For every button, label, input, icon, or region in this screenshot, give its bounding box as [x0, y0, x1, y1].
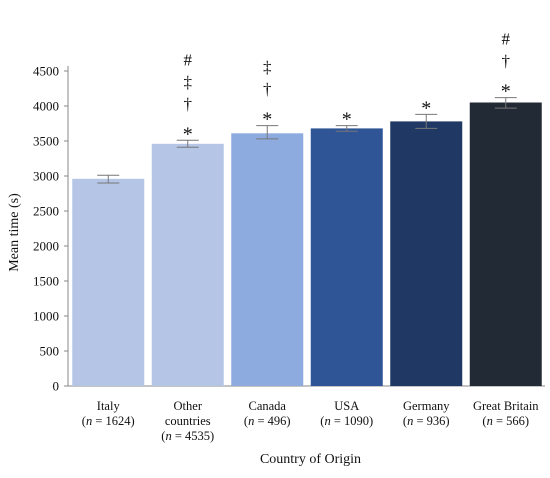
y-tick-label: 1500: [33, 274, 59, 289]
bar-4: [390, 121, 463, 387]
significance-mark: †: [263, 80, 272, 99]
y-tick-label: 0: [53, 379, 60, 394]
significance-mark: †: [184, 94, 193, 113]
category-label: Canada: [249, 399, 287, 413]
category-n-label: (n = 936): [403, 414, 450, 428]
significance-mark: *: [342, 109, 352, 131]
category-n-label: (n = 1090): [320, 414, 373, 428]
category-n-label: (n = 566): [482, 414, 529, 428]
significance-mark: #: [502, 30, 511, 49]
bar-5: [469, 102, 542, 386]
y-tick-label: 4500: [33, 64, 59, 79]
category-label: USA: [334, 399, 359, 413]
category-label: Other: [174, 399, 203, 413]
y-tick-label: 500: [40, 344, 60, 359]
category-label: Italy: [97, 399, 121, 413]
category-label-line2: countries: [165, 414, 211, 428]
significance-mark: †: [502, 52, 511, 71]
category-n-label: (n = 496): [244, 414, 291, 428]
significance-mark: *: [421, 97, 431, 119]
significance-mark: #: [184, 50, 193, 69]
significance-mark: *: [183, 123, 193, 145]
category-label: Germany: [403, 399, 450, 413]
category-n-label: (n = 1624): [82, 414, 135, 428]
significance-mark: *: [501, 81, 511, 103]
category-n-label: (n = 4535): [161, 429, 214, 443]
y-tick-label: 1000: [33, 309, 59, 324]
bar-0: [72, 178, 145, 386]
category-label: Great Britain: [473, 399, 539, 413]
y-tick-label: 2000: [33, 239, 59, 254]
bar-2: [231, 133, 304, 386]
significance-mark: ‡: [184, 72, 193, 91]
y-tick-label: 2500: [33, 204, 59, 219]
significance-mark: ‡: [263, 58, 272, 77]
y-axis-title: Mean time (s): [7, 193, 22, 272]
y-tick-label: 3000: [33, 169, 59, 184]
bar-3: [310, 128, 383, 386]
x-axis-title: Country of Origin: [260, 452, 361, 467]
y-tick-label: 3500: [33, 134, 59, 149]
bar-1: [151, 143, 224, 386]
significance-mark: *: [262, 109, 272, 131]
y-tick-label: 4000: [33, 99, 59, 114]
